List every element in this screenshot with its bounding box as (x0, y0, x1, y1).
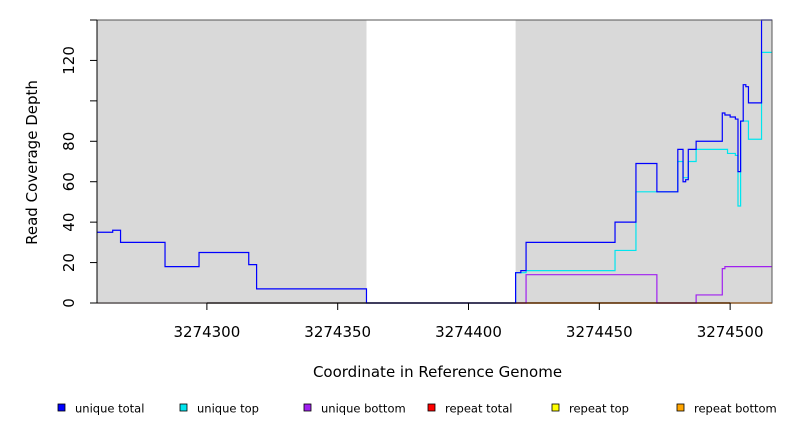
x-tick-label: 3274350 (304, 323, 371, 341)
x-tick-label: 3274300 (173, 323, 240, 341)
legend-item-repeat-total: repeat total (427, 402, 512, 416)
x-tick-label: 3274450 (566, 323, 633, 341)
x-tick-label: 3274400 (435, 323, 502, 341)
legend-label: unique top (197, 402, 259, 416)
legend-swatch (427, 403, 436, 412)
legend-item-unique-bottom: unique bottom (303, 402, 406, 416)
shaded-regions (97, 20, 772, 303)
shaded-region-1 (97, 20, 367, 303)
legend-label: unique total (75, 402, 144, 416)
legend-item-unique-total: unique total (57, 402, 144, 416)
x-tick-label: 3274500 (697, 323, 764, 341)
shaded-region-2 (515, 20, 772, 303)
x-axis-title: Coordinate in Reference Genome (313, 363, 562, 381)
series-line-unique-total (97, 19, 772, 304)
legend-label: repeat top (569, 402, 629, 416)
legend-swatch (551, 403, 560, 412)
y-axis-title: Read Coverage Depth (23, 80, 41, 245)
legend-label: repeat total (445, 402, 512, 416)
legend-label: repeat bottom (694, 402, 777, 416)
y-tick-label: 80 (60, 132, 78, 151)
legend-item-unique-top: unique top (179, 402, 259, 416)
legend-item-repeat-bottom: repeat bottom (676, 402, 777, 416)
y-tick-label: 120 (60, 46, 78, 75)
y-tick-label: 20 (60, 253, 78, 272)
legend-label: unique bottom (321, 402, 406, 416)
y-axis: 0 20 40 60 80 120 (60, 19, 98, 308)
y-tick-label: 60 (60, 172, 78, 191)
legend-item-repeat-top: repeat top (551, 402, 629, 416)
y-tick-label: 0 (60, 298, 78, 308)
legend-swatch (303, 403, 312, 412)
x-axis: 3274300 3274350 3274400 3274450 3274500 (173, 302, 764, 341)
legend-swatch (676, 403, 685, 412)
legend: unique total unique top unique bottom repea… (57, 402, 777, 416)
y-tick-label: 40 (60, 213, 78, 232)
legend-swatch (57, 403, 66, 412)
legend-swatch (179, 403, 188, 412)
